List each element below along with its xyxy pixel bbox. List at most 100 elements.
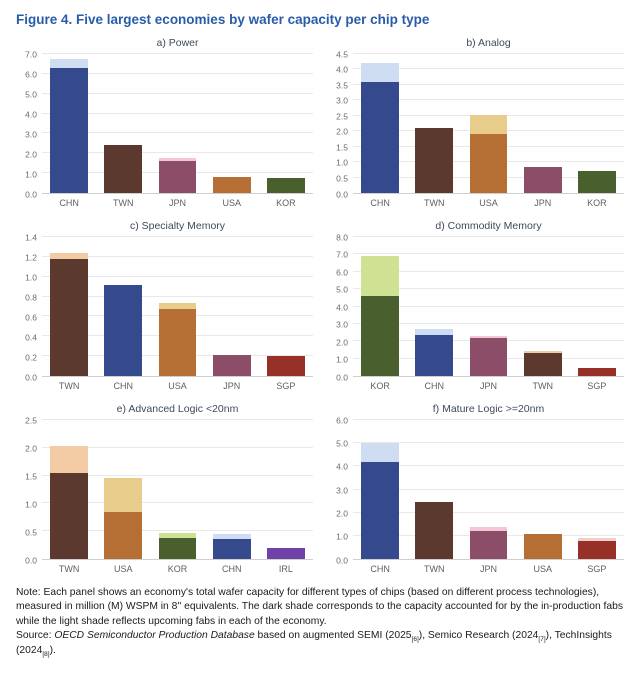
figure-title: Figure 4. Five largest economies by wafe… [16, 12, 430, 27]
category-label-chn: CHN [424, 381, 445, 391]
y-tick-label: 2.0 [336, 126, 348, 137]
panel-f-x-axis-labels: CHN TWN JPN USA SGP [353, 560, 624, 574]
y-tick-label: 8.0 [336, 231, 348, 242]
panel-e-title: e) Advanced Logic <20nm [116, 403, 239, 415]
category-label-twn: TWN [532, 381, 553, 391]
gridline [353, 305, 624, 307]
gridline [42, 419, 313, 420]
panel-a-plot-area [42, 53, 313, 194]
panel-e-bars [42, 420, 313, 559]
production-segment-chn [50, 67, 89, 193]
gridline [353, 419, 624, 420]
gridline [353, 83, 624, 85]
figure-4-page: Figure 4. Five largest economies by wafe… [16, 12, 624, 657]
bar-usa [150, 237, 204, 376]
category-label-jpn: JPN [480, 564, 498, 574]
bar-twn [42, 237, 96, 376]
production-segment-chn [212, 538, 251, 559]
category-label-chn: CHN [113, 381, 134, 391]
y-tick-label: 3.0 [336, 95, 348, 106]
panel-a-x-axis-labels: CHN TWN JPN USA KOR [42, 194, 313, 208]
gridline [42, 502, 313, 504]
panel-b-bars [353, 54, 624, 193]
panel-f-bars [353, 420, 624, 559]
panel-d-plot-area [353, 236, 624, 377]
category-label-twn: TWN [424, 564, 445, 574]
production-segment-kor [266, 178, 305, 193]
gridline [353, 488, 624, 490]
gridline [42, 112, 313, 114]
upcoming-segment-kor [361, 256, 400, 297]
y-tick-label: 3.0 [25, 128, 37, 139]
upcoming-segment-usa [104, 478, 143, 512]
upcoming-segment-kor [158, 532, 197, 538]
panel-e-plot-area [42, 419, 313, 560]
bar-jpn [516, 54, 570, 193]
production-segment-kor [577, 171, 616, 193]
category-label-twn: TWN [424, 198, 445, 208]
bar-sgp [570, 420, 624, 559]
panel-d-plot-row: 0.0 1.0 2.0 3.0 4.0 5.0 6.0 7.0 8.0 [327, 233, 624, 381]
category-label-usa: USA [114, 564, 133, 574]
gridline [42, 474, 313, 476]
panel-a-y-axis: 0.0 1.0 2.0 3.0 4.0 5.0 6.0 7.0 [16, 50, 42, 198]
upcoming-segment-usa [158, 302, 197, 310]
production-segment-kor [158, 537, 197, 559]
bar-chn [353, 420, 407, 559]
bar-kor [259, 54, 313, 193]
y-tick-label: 2.0 [336, 336, 348, 347]
panel-e: e) Advanced Logic <20nm 0.0 0.5 1.0 1.5 2.0 2.… [16, 403, 313, 574]
panel-b-plot-row: 0.0 0.5 1.0 1.5 2.0 2.5 3.0 3.5 4.0 4.5 [327, 50, 624, 198]
y-tick-label: 0.0 [336, 188, 348, 199]
gridline [42, 446, 313, 448]
production-segment-jpn [469, 531, 508, 559]
production-segment-jpn [158, 161, 197, 193]
y-tick-label: 1.0 [336, 354, 348, 365]
gridline [42, 152, 313, 154]
y-tick-label: 2.0 [25, 442, 37, 453]
production-segment-kor [361, 296, 400, 376]
source-rest3: ), TechInsights (2024 [16, 630, 612, 656]
source-citation-7: [7] [538, 636, 546, 644]
production-segment-sgp [577, 540, 616, 559]
y-tick-label: 0.0 [25, 554, 37, 565]
upcoming-segment-jpn [469, 526, 508, 532]
panel-e-x-axis-labels: TWN USA KOR CHN IRL [42, 560, 313, 574]
panel-b-x-axis-labels: CHN TWN USA JPN KOR [353, 194, 624, 208]
gridline [42, 275, 313, 277]
panel-e-y-axis: 0.0 0.5 1.0 1.5 2.0 2.5 [16, 416, 42, 564]
bar-usa [205, 54, 259, 193]
bar-chn [407, 237, 461, 376]
y-tick-label: 0.5 [25, 526, 37, 537]
y-tick-label: 0.5 [336, 173, 348, 184]
category-label-kor: KOR [276, 198, 296, 208]
production-segment-usa [212, 177, 251, 193]
production-segment-chn [361, 81, 400, 193]
y-tick-label: 0.2 [25, 351, 37, 362]
category-label-usa: USA [533, 564, 552, 574]
y-tick-label: 7.0 [25, 48, 37, 59]
gridline [353, 511, 624, 513]
bar-usa [516, 420, 570, 559]
upcoming-segment-usa [469, 115, 508, 135]
production-segment-chn [361, 461, 400, 559]
y-tick-label: 0.0 [25, 371, 37, 382]
bar-kor [353, 237, 407, 376]
category-label-chn: CHN [370, 564, 390, 574]
y-tick-label: 7.0 [336, 249, 348, 260]
source-database-name: OECD Semiconductor Production Database [54, 630, 255, 642]
production-segment-jpn [212, 355, 251, 376]
panel-a: a) Power 0.0 1.0 2.0 3.0 4.0 5.0 6.0 7.0 CHN TWN JP… [16, 37, 313, 208]
y-tick-label: 1.5 [25, 470, 37, 481]
upcoming-segment-chn [50, 58, 89, 68]
category-label-sgp: SGP [587, 564, 607, 574]
production-segment-sgp [577, 368, 616, 376]
category-label-kor: KOR [370, 381, 390, 391]
panel-d-bars [353, 237, 624, 376]
bar-chn [353, 54, 407, 193]
panel-b-plot-area [353, 53, 624, 194]
y-tick-label: 0.8 [25, 291, 37, 302]
category-label-jpn: JPN [169, 198, 187, 208]
panel-a-bars [42, 54, 313, 193]
category-label-kor: KOR [587, 198, 607, 208]
